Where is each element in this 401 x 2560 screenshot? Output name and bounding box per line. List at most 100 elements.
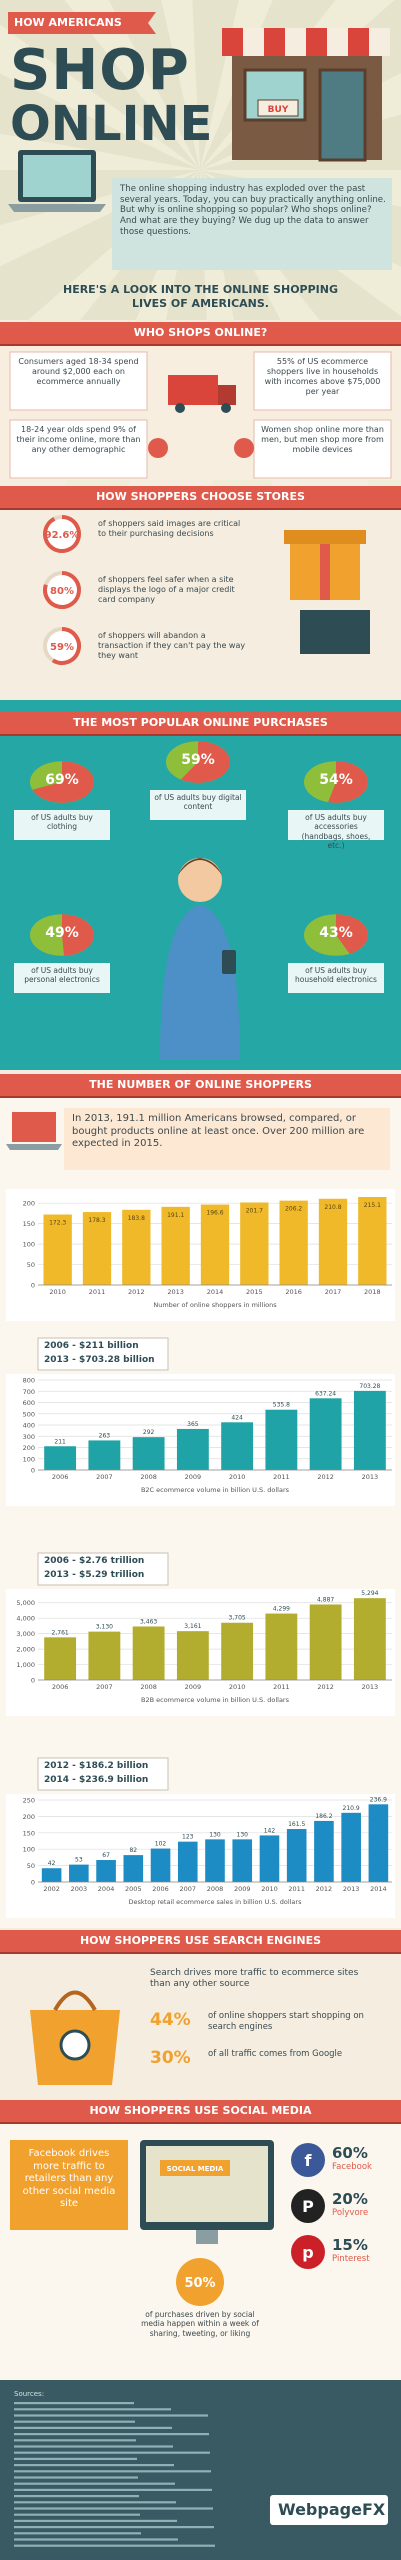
bar-label: 211 (54, 1438, 66, 1445)
search-stat-text: of online shoppers start shopping on sea… (208, 2011, 364, 2032)
site-icon (291, 2143, 325, 2177)
bar-label: 263 (99, 1432, 111, 1439)
shoppers-intro: In 2013, 191.1 million Americans browsed… (72, 1113, 365, 1149)
bar-label: 637.24 (315, 1390, 336, 1397)
awning-stripe (348, 28, 369, 56)
x-tick-label: 2008 (140, 1473, 157, 1481)
pie-label: 69% (45, 772, 79, 788)
banner-edge (0, 734, 401, 736)
bar-label: 210.8 (324, 1204, 341, 1211)
pie-caption-box (288, 963, 384, 993)
banner (0, 1074, 401, 1096)
source-line (14, 2402, 134, 2405)
x-tick-label: 2013 (343, 1885, 360, 1893)
callout-box (10, 2140, 128, 2230)
magnifier (59, 2029, 91, 2061)
source-line (14, 2451, 210, 2454)
bar (200, 1204, 230, 1285)
fact-box (9, 419, 148, 479)
laptop-base (8, 204, 106, 212)
bar-label: 186.2 (315, 1813, 332, 1820)
y-tick-label: 0 (31, 1467, 35, 1475)
banner-edge (0, 1952, 401, 1954)
y-tick-label: 200 (23, 1200, 35, 1208)
social-callout: Facebook drives more traffic to retailer… (22, 2148, 116, 2209)
truck-wheel (221, 403, 231, 413)
bar-label: 183.8 (128, 1215, 145, 1222)
x-tick-label: 2016 (285, 1288, 302, 1296)
section-title: HOW SHOPPERS USE SEARCH ENGINES (79, 1934, 322, 1947)
bar-label: 3,130 (96, 1624, 113, 1631)
laptop-screen (12, 1112, 56, 1142)
sunburst-ray (64, 0, 200, 170)
source-line (14, 2408, 171, 2411)
fact: Consumers aged 18-34 spend around $2,000… (18, 357, 139, 386)
source-line (14, 2457, 137, 2460)
banner-edge (0, 1096, 401, 1098)
intro: The online shopping industry has explode… (120, 184, 386, 237)
truck-cab (218, 385, 236, 405)
bar (318, 1198, 348, 1285)
bar-label: 206.2 (285, 1206, 302, 1213)
bar (314, 1820, 334, 1882)
truck-wheel (175, 403, 185, 413)
x-tick-label: 2010 (49, 1288, 66, 1296)
intro-box (64, 1108, 390, 1170)
x-tick-label: 2007 (96, 1683, 113, 1691)
laptop-base (6, 1144, 62, 1150)
x-axis-title: Number of online shoppers in millions (153, 1301, 277, 1309)
social-stat-text: of purchases driven by social media happ… (141, 2310, 259, 2338)
bar-label: 42 (48, 1860, 56, 1867)
sunburst-ray (200, 0, 273, 170)
source-line (14, 2488, 212, 2491)
y-tick-label: 50 (27, 1261, 35, 1269)
x-tick-label: 2010 (229, 1473, 246, 1481)
pie-caption-box (288, 810, 384, 840)
pie (30, 914, 94, 956)
source-line (14, 2439, 136, 2442)
ring-value (43, 571, 81, 609)
banner (0, 322, 401, 344)
bar-label: 535.8 (273, 1402, 290, 1409)
bar-label: 5,294 (361, 1590, 378, 1597)
laptop-display (23, 155, 91, 197)
screen-tag (160, 2160, 230, 2176)
source-line (14, 2513, 140, 2516)
x-tick-label: 2009 (234, 1885, 251, 1893)
awning-stripe (243, 28, 264, 56)
stat-value: 59% (50, 642, 74, 653)
pie (304, 761, 368, 803)
site-icon-glyph: f (305, 2151, 313, 2170)
legend-box (37, 1337, 169, 1371)
dollar-icon (148, 438, 168, 458)
source-line (14, 2519, 177, 2522)
bar (259, 1835, 280, 1882)
source-line (14, 2544, 215, 2547)
banner (0, 2100, 401, 2122)
pie-slice (336, 914, 368, 954)
fact: Women shop online more than men, but men… (261, 425, 384, 454)
source-line (14, 2420, 135, 2423)
chart-annotation: 2013 - $5.29 trillion (44, 1570, 145, 1580)
bar-label: 130 (209, 1831, 221, 1838)
figure-hair (178, 858, 222, 875)
bar-label: 292 (143, 1429, 155, 1436)
legend-box (37, 1757, 169, 1791)
bar-label: 4,299 (273, 1606, 290, 1613)
source-line (14, 2482, 175, 2485)
bar-label: 365 (187, 1421, 199, 1428)
x-tick-label: 2002 (43, 1885, 60, 1893)
pie-label: 49% (45, 925, 79, 941)
intro-box (112, 178, 392, 270)
x-tick-label: 2017 (325, 1288, 342, 1296)
site-name: Facebook (332, 2162, 372, 2172)
x-tick-label: 2005 (125, 1885, 142, 1893)
social-stat-value: 50% (184, 2276, 215, 2291)
x-tick-label: 2009 (185, 1683, 202, 1691)
bar (221, 1422, 254, 1470)
bar (286, 1829, 307, 1882)
pie-caption: of US adults buy clothing (31, 813, 93, 832)
x-tick-label: 2018 (364, 1288, 381, 1296)
x-tick-label: 2008 (207, 1885, 224, 1893)
brand: WebpageFX (278, 2500, 386, 2519)
